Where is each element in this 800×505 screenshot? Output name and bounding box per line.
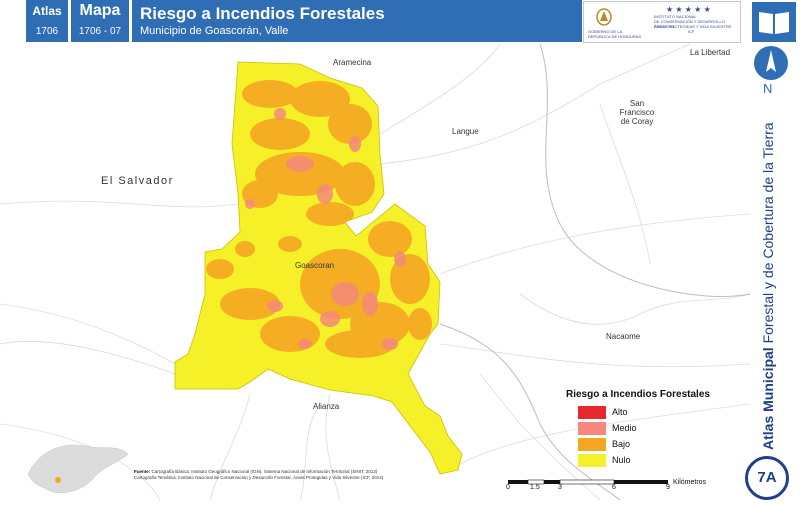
north-arrow-icon: [754, 46, 788, 80]
right-sidebar: [750, 0, 800, 500]
map-subtitle: Municipio de Goascorán, Valle: [140, 25, 289, 37]
map-title: Riesgo a Incendios Forestales: [140, 4, 385, 23]
legend-title: Riesgo a Incendios Forestales: [566, 389, 710, 400]
stars-icon: ★ ★ ★ ★ ★: [666, 5, 711, 14]
river-network: [0, 341, 321, 501]
map-canvas: Aramecina La Libertad San Francisco de C…: [0, 43, 751, 501]
legend-label-alto: Alto: [612, 407, 628, 417]
legend-swatch-bajo: [578, 438, 606, 451]
map-source: Fuente: Cartografía Básica: Instituto Ge…: [134, 469, 514, 481]
logo-right-line-4: ICF: [688, 29, 695, 34]
map-block: Mapa 1706 - 07: [71, 0, 129, 42]
scale-tick-3: 6: [612, 484, 616, 491]
svg-text:★ ★ ★ ★ ★: ★ ★ ★ ★ ★: [666, 5, 711, 14]
scale-tick-1: 1.5: [530, 484, 540, 491]
place-nacaome: Nacaome: [606, 332, 641, 341]
risk-patches: [206, 80, 432, 358]
logo-left-line-2: REPÚBLICA DE HONDURAS: [588, 34, 642, 39]
map-label: Mapa: [79, 2, 121, 19]
scale-labels: 0 1.5 3 6 9 Kilómetros: [505, 474, 707, 496]
honduras-seal-icon: [596, 8, 612, 26]
map-code-badge: 7A: [745, 456, 789, 500]
legend-label-medio: Medio: [612, 423, 637, 433]
atlas-number: 1706: [35, 26, 59, 37]
legend-label-nulo: Nulo: [612, 455, 631, 465]
source-line-1: Cartografía Básica: Instituto Geográfico…: [151, 469, 378, 474]
vertical-title-rest: Forestal y de Cobertura de la Tierra: [760, 122, 776, 348]
legend-swatch-medio: [578, 422, 606, 435]
place-goascoran: Goascoran: [295, 261, 335, 270]
inset-location-marker: [55, 477, 61, 483]
legend-swatch-nulo: [578, 454, 606, 467]
scale-tick-4: 9: [666, 484, 670, 491]
north-label: N: [763, 81, 773, 96]
legend-label-bajo: Bajo: [612, 439, 631, 449]
institution-logos: GOBIERNO DE LA REPÚBLICA DE HONDURAS ★ ★…: [583, 1, 741, 43]
scale-unit: Kilómetros: [673, 479, 707, 486]
vertical-title-bold: Atlas Municipal: [760, 347, 776, 450]
map-legend: Riesgo a Incendios Forestales Alto Medio…: [566, 389, 746, 469]
atlas-book-icon: [752, 2, 796, 42]
atlas-label: Atlas: [32, 4, 62, 18]
map-header: Atlas 1706 Mapa 1706 - 07 Riesgo a Incen…: [0, 0, 750, 44]
legend-swatch-alto: [578, 406, 606, 419]
title-block: Riesgo a Incendios Forestales Municipio …: [132, 0, 582, 42]
place-langue: Langue: [452, 127, 479, 136]
map-drawing: [0, 43, 751, 501]
inset-locator-map: [27, 444, 129, 493]
place-alianza: Alianza: [313, 402, 340, 411]
place-san-francisco: San Francisco de Coray: [612, 99, 662, 126]
source-label: Fuente:: [134, 469, 151, 474]
scale-bar: [508, 479, 668, 485]
place-san-francisco-line-2: Francisco: [619, 108, 655, 117]
place-la-libertad: La Libertad: [690, 48, 731, 57]
place-san-francisco-line-3: de Coray: [620, 117, 654, 126]
logo-right-line-3: ÁREAS PROTEGIDAS Y VIDA SILVESTRE: [654, 24, 732, 29]
logo-left-line-1: GOBIERNO DE LA: [588, 29, 623, 34]
atlas-block: Atlas 1706: [26, 0, 68, 42]
scale-tick-2: 3: [558, 484, 562, 491]
scale-tick-0: 0: [506, 484, 510, 491]
vertical-atlas-title: Atlas Municipal Forestal y de Cobertura …: [760, 122, 776, 450]
place-aramecina: Aramecina: [333, 58, 372, 67]
source-line-2: Cartografía Temática: Instituto Nacional…: [134, 475, 384, 480]
map-number: 1706 - 07: [78, 26, 122, 37]
place-san-francisco-line-1: San: [629, 99, 645, 108]
logo-right-line-1: INSTITUTO NACIONAL: [654, 14, 697, 19]
logo-right-line-2: DE CONSERVACIÓN Y DESARROLLO FORESTAL,: [654, 19, 725, 29]
place-el-salvador: El Salvador: [101, 175, 174, 187]
